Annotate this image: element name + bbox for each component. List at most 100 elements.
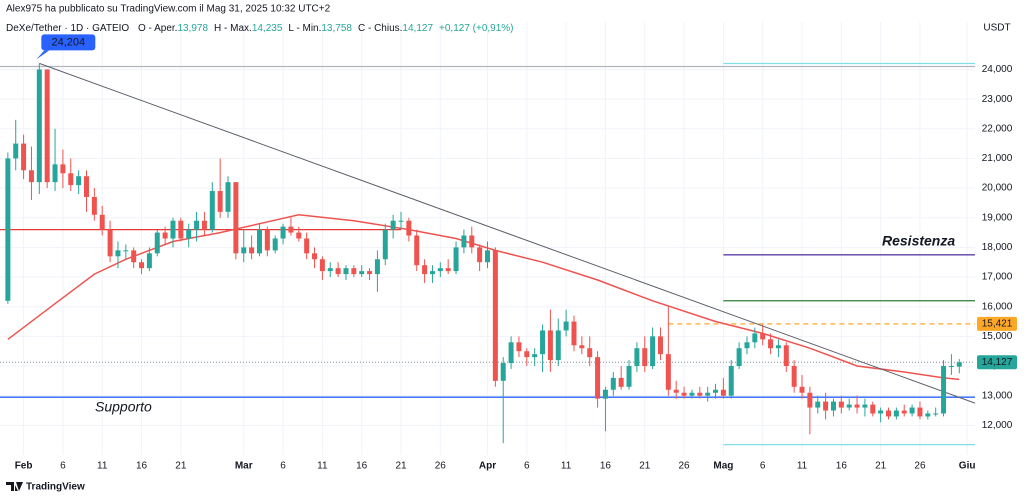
candle-body [477, 247, 483, 263]
y-tick-label: 24,000 [982, 64, 1013, 75]
candle-body [665, 354, 671, 390]
candle-body [406, 220, 412, 236]
candle-body [374, 259, 380, 275]
candle-body [115, 250, 121, 257]
x-tick-label: 16 [356, 461, 368, 472]
ohlc-label: H - Max. [214, 23, 252, 34]
x-tick-label: 6 [60, 461, 66, 472]
candle-body [429, 271, 435, 275]
trendline [39, 62, 976, 404]
candle-body [500, 363, 506, 381]
price-label-box [977, 316, 1017, 331]
candle-body [901, 410, 907, 414]
candle-body [437, 268, 443, 272]
symbol: DeXe/Tether · 1D · GATEIO [6, 23, 129, 34]
candle-body [854, 404, 860, 408]
x-tick-label: 6 [760, 461, 766, 472]
candle-body [146, 253, 152, 269]
candle-body [131, 250, 137, 263]
candle-body [775, 345, 781, 349]
candle-body [948, 366, 954, 368]
candle-body [170, 220, 176, 239]
symbol-legend: DeXe/Tether · 1D · GATEIO O - Aper.13,97… [6, 23, 514, 34]
annotation: Supporto [95, 399, 152, 415]
candle-body [673, 389, 679, 393]
candle-body [52, 164, 58, 183]
candle-body [249, 247, 255, 254]
candle-body [5, 158, 11, 301]
x-tick-label: Apr [479, 461, 496, 472]
x-tick-label: 21 [395, 461, 407, 472]
candle-body [194, 220, 200, 230]
candle-body [563, 321, 569, 331]
x-tick-label: 6 [280, 461, 286, 472]
candle-body [878, 410, 884, 414]
x-tick-label: 11 [317, 461, 328, 472]
candle-body [917, 407, 923, 417]
candle-body [941, 366, 947, 414]
y-tick-label: 12,000 [982, 420, 1013, 431]
candle-body [209, 191, 215, 230]
x-tick-label: 26 [435, 461, 447, 472]
candle-body [626, 366, 632, 387]
candle-body [823, 401, 829, 411]
candle-body [91, 196, 97, 215]
x-tick-label: Mar [235, 461, 253, 472]
candle-body [241, 247, 247, 254]
candle-body [602, 389, 608, 399]
candle-body [256, 229, 262, 254]
candle-body [296, 232, 302, 239]
x-tick-label: Feb [15, 461, 33, 472]
candle-body [933, 413, 939, 415]
candle-body [351, 268, 357, 275]
candle-body [618, 377, 624, 387]
candle-body [390, 220, 396, 230]
candle-body [343, 268, 349, 275]
candle-body [689, 392, 695, 396]
candle-body [445, 268, 451, 272]
candle-body [886, 410, 892, 417]
y-tick-label: 17,000 [982, 272, 1013, 283]
ohlc-label: O - Aper. [138, 23, 177, 34]
x-tick-label: 26 [679, 461, 691, 472]
candle-body [453, 247, 459, 272]
callout-label: 24,204 [51, 36, 85, 48]
candle-body [642, 348, 648, 367]
y-tick-label: 22,000 [982, 123, 1013, 134]
candle-body [657, 336, 663, 355]
candle-body [312, 253, 318, 260]
candle-body [414, 235, 420, 266]
candle-body [264, 229, 270, 251]
candle-body [650, 336, 656, 367]
candle-body [783, 345, 789, 367]
ohlc-label: L - Min. [288, 23, 321, 34]
ohlc-value: 14,235 [252, 23, 283, 34]
unit: USDT [983, 23, 1010, 34]
x-tick-label: 6 [524, 461, 530, 472]
candle-body [587, 348, 593, 358]
y-tick-label: 18,000 [982, 242, 1013, 253]
y-tick-label: 21,000 [982, 153, 1013, 164]
candle-body [846, 404, 852, 408]
x-tick-label: 11 [797, 461, 808, 472]
candle-body [540, 330, 546, 355]
candle-body [579, 345, 585, 349]
x-tick-label: 16 [600, 461, 612, 472]
candle-body [178, 220, 184, 239]
ohlc-value: 13,758 [321, 23, 352, 34]
change: +0,127 (+0,91%) [439, 23, 514, 34]
candle-body [319, 259, 325, 272]
candle-body [728, 366, 734, 396]
candle-body [233, 182, 239, 254]
x-tick-label: 26 [914, 461, 926, 472]
candle-body [367, 271, 373, 275]
candle-body [272, 238, 278, 251]
candle-body [99, 214, 105, 230]
plot-area [0, 62, 976, 446]
candle-body [422, 265, 428, 275]
candle-body [532, 354, 538, 358]
candle-body [595, 357, 601, 399]
candle-body [327, 268, 333, 272]
